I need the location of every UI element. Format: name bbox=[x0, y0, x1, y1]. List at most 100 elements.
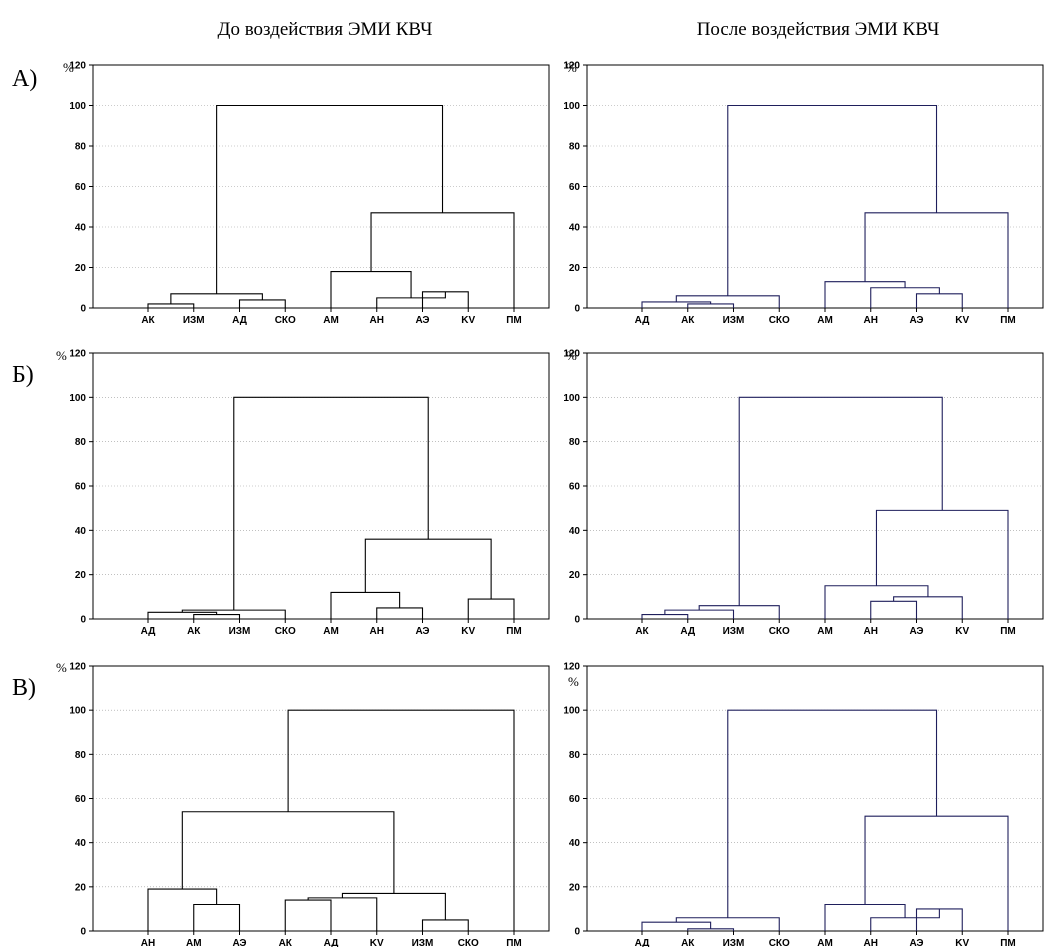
x-tick-label: АД bbox=[324, 938, 339, 947]
dendrogram-link bbox=[870, 287, 940, 308]
y-axis-unit: % bbox=[566, 60, 577, 75]
x-tick-label: СКО bbox=[275, 626, 296, 637]
dendrogram-link bbox=[216, 104, 444, 294]
dendrogram-link bbox=[864, 815, 1009, 931]
x-tick-label: АД bbox=[635, 938, 650, 947]
y-tick-label: 80 bbox=[569, 142, 581, 153]
dendrogram-panel-1: 0 20 40 60 80 100 120% АК ИЗМ АД СКО АМ АН АЭ KV ПМ bbox=[63, 60, 550, 326]
row-label-b: Б) bbox=[12, 362, 34, 388]
dendrogram-link bbox=[330, 591, 401, 619]
after-column-title: После воздействия ЭМИ КВЧ bbox=[697, 19, 940, 40]
x-tick-label: АН bbox=[864, 626, 878, 637]
x-tick-label: АД bbox=[141, 626, 156, 637]
x-tick-label: ПМ bbox=[1000, 315, 1016, 326]
x-tick-label: АН bbox=[864, 315, 878, 326]
y-tick-label: 100 bbox=[563, 101, 580, 112]
y-tick-label: 40 bbox=[569, 838, 581, 849]
y-tick-label: 20 bbox=[569, 882, 581, 893]
x-tick-label: ИЗМ bbox=[723, 315, 745, 326]
dendrogram-panel-6: 0 20 40 60 80 100 120% АД АК ИЗМ СКО АМ АН АЭ KV ПМ bbox=[563, 662, 1044, 947]
x-tick-label: KV bbox=[955, 315, 969, 326]
x-tick-label: KV bbox=[461, 626, 475, 637]
dendrogram-link bbox=[738, 396, 943, 606]
dendrogram-link bbox=[238, 299, 286, 308]
x-tick-label: ПМ bbox=[1000, 626, 1016, 637]
x-tick-label: АЭ bbox=[415, 626, 429, 637]
dendrogram-link bbox=[641, 921, 712, 931]
x-tick-label: АН bbox=[141, 938, 155, 947]
dendrogram-link bbox=[284, 899, 332, 931]
dendrogram-link bbox=[467, 598, 515, 619]
x-tick-label: ИЗМ bbox=[723, 938, 745, 947]
y-tick-label: 100 bbox=[563, 706, 580, 717]
x-tick-label: АД bbox=[680, 626, 695, 637]
x-tick-label: АМ bbox=[817, 938, 833, 947]
x-tick-label: ПМ bbox=[506, 626, 522, 637]
row-label-c: В) bbox=[12, 675, 36, 701]
x-tick-label: СКО bbox=[458, 938, 479, 947]
x-tick-label: KV bbox=[461, 315, 475, 326]
x-tick-label: АЭ bbox=[415, 315, 429, 326]
y-tick-label: 100 bbox=[69, 101, 86, 112]
x-tick-label: KV bbox=[955, 938, 969, 947]
dendrogram-link bbox=[330, 271, 412, 308]
x-tick-label: АМ bbox=[323, 315, 339, 326]
dendrogram-link bbox=[698, 605, 780, 619]
dendrogram-link bbox=[875, 509, 1009, 619]
y-tick-label: 0 bbox=[574, 927, 580, 938]
x-tick-label: АД bbox=[635, 315, 650, 326]
y-tick-label: 80 bbox=[75, 437, 87, 448]
x-tick-label: СКО bbox=[769, 626, 790, 637]
y-axis-unit: % bbox=[56, 348, 67, 363]
dendrogram-link bbox=[147, 303, 195, 308]
x-tick-label: АК bbox=[681, 938, 695, 947]
y-tick-label: 40 bbox=[569, 526, 581, 537]
x-tick-label: ИЗМ bbox=[183, 315, 205, 326]
dendrogram-link bbox=[193, 903, 241, 931]
y-tick-label: 0 bbox=[574, 615, 580, 626]
dendrogram-panel-5: 0 20 40 60 80 100 120% АН АМ АЭ АК АД KV ИЗМ СКО ПМ bbox=[56, 660, 550, 947]
dendrogram-link bbox=[870, 600, 918, 619]
y-tick-label: 120 bbox=[563, 349, 580, 360]
dendrogram-link bbox=[287, 709, 515, 931]
x-tick-label: АК bbox=[187, 626, 201, 637]
dendrogram-link bbox=[687, 928, 735, 931]
x-tick-label: АМ bbox=[186, 938, 202, 947]
y-tick-label: 100 bbox=[69, 706, 86, 717]
x-tick-label: СКО bbox=[275, 315, 296, 326]
y-tick-label: 20 bbox=[569, 263, 581, 274]
y-tick-label: 20 bbox=[569, 570, 581, 581]
dendrogram-panel-2: 0 20 40 60 80 100 120% АД АК ИЗМ СКО АМ АН АЭ KV ПМ bbox=[563, 60, 1044, 326]
y-tick-label: 0 bbox=[80, 304, 86, 315]
x-tick-label: АЭ bbox=[909, 938, 923, 947]
x-tick-label: АМ bbox=[817, 626, 833, 637]
y-tick-label: 60 bbox=[569, 182, 581, 193]
y-tick-label: 60 bbox=[75, 482, 87, 493]
y-tick-label: 40 bbox=[75, 526, 87, 537]
y-tick-label: 80 bbox=[569, 750, 581, 761]
y-axis-unit: % bbox=[566, 348, 577, 363]
x-tick-label: СКО bbox=[769, 938, 790, 947]
y-tick-label: 80 bbox=[75, 750, 87, 761]
x-tick-label: АД bbox=[232, 315, 247, 326]
y-tick-label: 40 bbox=[75, 838, 87, 849]
y-tick-label: 0 bbox=[80, 927, 86, 938]
dendrogram-link bbox=[233, 396, 429, 611]
y-tick-label: 80 bbox=[569, 437, 581, 448]
x-tick-label: АН bbox=[370, 626, 384, 637]
y-tick-label: 20 bbox=[75, 882, 87, 893]
y-tick-label: 40 bbox=[569, 223, 581, 234]
dendrogram-link bbox=[824, 281, 906, 308]
x-tick-label: ИЗМ bbox=[412, 938, 434, 947]
dendrogram-link bbox=[376, 607, 424, 619]
dendrogram-link bbox=[181, 811, 395, 894]
dendrogram-link bbox=[364, 538, 492, 600]
x-tick-label: KV bbox=[370, 938, 384, 947]
dendrogram-link bbox=[147, 888, 218, 931]
x-tick-label: АЭ bbox=[909, 626, 923, 637]
dendrogram-panel-3: 0 20 40 60 80 100 120% АД АК ИЗМ СКО АМ АН АЭ KV ПМ bbox=[56, 348, 550, 637]
y-tick-label: 120 bbox=[563, 61, 580, 72]
dendrogram-link bbox=[421, 919, 469, 931]
x-tick-label: АК bbox=[141, 315, 155, 326]
